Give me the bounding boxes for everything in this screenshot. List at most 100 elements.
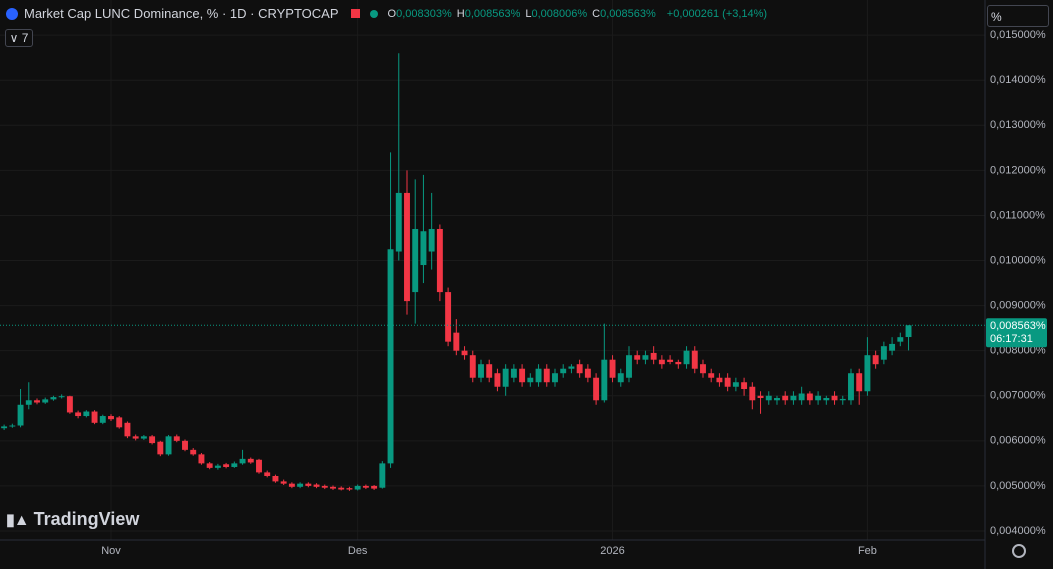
candle-body — [716, 377, 723, 383]
ohlc-key: L — [525, 7, 532, 20]
collapse-badge[interactable]: ∨ 7 — [5, 29, 33, 47]
legend-header: Market Cap LUNC Dominance, % · 1D · CRYP… — [6, 6, 767, 21]
x-tick-label: 2026 — [600, 545, 624, 557]
badge-count: 7 — [21, 31, 29, 45]
candle-body — [190, 449, 197, 455]
candle-body — [91, 411, 98, 423]
candle-body — [535, 368, 542, 383]
logo: ▮▲ TradingView — [6, 509, 139, 530]
candle-body — [354, 485, 361, 490]
candle-body — [379, 463, 386, 488]
candle-body — [667, 359, 674, 362]
candle-body — [116, 417, 123, 428]
logo-mark: ▮▲ — [6, 512, 30, 529]
candle-body — [897, 337, 904, 342]
candle-body — [469, 355, 476, 378]
candle-body — [321, 485, 328, 488]
candle-body — [823, 398, 830, 401]
candle-body — [231, 463, 238, 467]
y-tick-label: 0,010000% — [990, 254, 1046, 266]
ohlc-key: C — [592, 7, 601, 20]
candle-body — [502, 368, 509, 387]
settings-icon[interactable] — [1012, 544, 1026, 558]
ohlc-key: H — [456, 7, 465, 20]
candle-body — [313, 484, 320, 487]
candle-body — [708, 373, 715, 378]
x-tick-label: Nov — [101, 545, 121, 557]
candle-body — [798, 393, 805, 401]
y-tick-label: 0,005000% — [990, 480, 1046, 492]
candle-body — [601, 359, 608, 401]
change: +0,000261 (+3,14%) — [666, 7, 768, 20]
candle-body — [790, 395, 797, 401]
candle-body — [552, 373, 558, 383]
candle-body — [330, 486, 336, 489]
candle-body — [658, 359, 665, 365]
candle-body — [25, 400, 32, 405]
candle-body — [560, 368, 567, 374]
candle-body — [510, 368, 517, 378]
candle-body — [272, 475, 279, 482]
ohlc-value: 0,008303% — [396, 7, 452, 20]
candle-body — [650, 352, 657, 360]
scale-input[interactable]: % — [987, 5, 1049, 27]
candle-body — [815, 395, 822, 401]
candle-body — [543, 368, 550, 383]
candle-body — [872, 355, 879, 365]
candle-body — [774, 398, 780, 401]
candle-body — [66, 396, 73, 413]
candle-body — [839, 398, 846, 401]
candle-body — [157, 441, 164, 455]
y-tick-label: 0,006000% — [990, 435, 1046, 447]
candle-body — [206, 463, 213, 468]
candle-body — [42, 399, 49, 403]
candle-body — [412, 228, 419, 293]
scale-text: % — [991, 10, 1002, 24]
candle-body — [297, 483, 304, 487]
y-tick-label: 0,013000% — [990, 119, 1046, 131]
candle-body — [288, 483, 295, 487]
candle-body — [478, 364, 484, 378]
y-tick-label: 0,008000% — [990, 345, 1046, 357]
candle-body — [889, 343, 896, 351]
candle-body — [461, 350, 468, 356]
y-tick-label: 0,011000% — [990, 209, 1045, 221]
candle-body — [683, 350, 690, 365]
candle-body — [593, 377, 600, 401]
candle-body — [782, 395, 789, 401]
candle-body — [247, 458, 254, 463]
chart-title: Market Cap LUNC Dominance, % · 1D · CRYP… — [24, 6, 339, 21]
candle-body — [50, 397, 57, 400]
status-dot — [369, 9, 378, 18]
candle-body — [486, 364, 493, 378]
ohlc-value: 0,008006% — [531, 7, 588, 20]
candle-body — [9, 425, 16, 427]
candle-body — [642, 355, 649, 360]
candle-body — [626, 355, 632, 378]
candle-body — [428, 228, 435, 252]
candle-body — [453, 332, 460, 351]
candle-body — [256, 459, 262, 473]
candle-body — [346, 488, 353, 490]
candle-body — [765, 395, 772, 401]
candle-body — [880, 346, 887, 360]
candle-body — [741, 382, 748, 389]
candle-body — [83, 411, 90, 417]
candle-body — [494, 373, 501, 387]
candle-body — [58, 396, 65, 398]
candle-body — [609, 359, 616, 378]
candle-body — [436, 228, 443, 293]
candle-body — [691, 350, 698, 369]
candle-body — [675, 361, 682, 365]
candle-body — [527, 377, 534, 383]
candle-body — [305, 483, 312, 486]
candle-body — [757, 395, 764, 399]
x-tick-label: Des — [348, 545, 368, 557]
candle-body — [905, 325, 912, 338]
candle-body — [239, 458, 246, 464]
candle-body — [395, 192, 402, 252]
candle-body — [280, 481, 287, 484]
candle-body — [198, 454, 205, 464]
candle-body — [362, 485, 369, 488]
